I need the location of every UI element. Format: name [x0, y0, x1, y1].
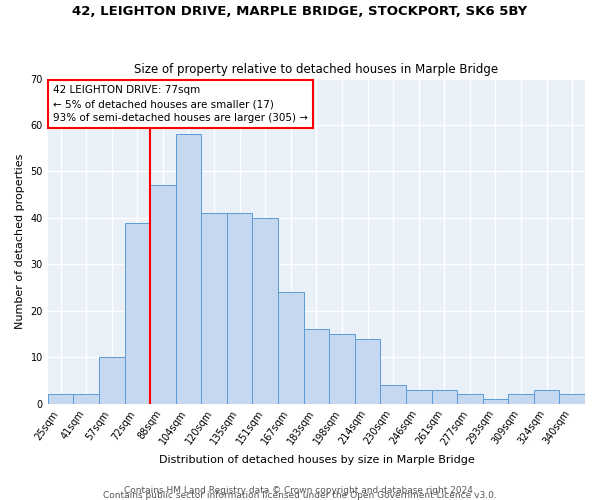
Bar	[176, 134, 201, 404]
Text: 42 LEIGHTON DRIVE: 77sqm
← 5% of detached houses are smaller (17)
93% of semi-de: 42 LEIGHTON DRIVE: 77sqm ← 5% of detache…	[53, 85, 308, 123]
Bar	[48, 394, 73, 404]
Bar	[355, 338, 380, 404]
Bar	[534, 390, 559, 404]
Bar	[304, 330, 329, 404]
Y-axis label: Number of detached properties: Number of detached properties	[15, 154, 25, 329]
Text: 42, LEIGHTON DRIVE, MARPLE BRIDGE, STOCKPORT, SK6 5BY: 42, LEIGHTON DRIVE, MARPLE BRIDGE, STOCK…	[73, 5, 527, 18]
Bar	[150, 186, 176, 404]
Bar	[406, 390, 431, 404]
Bar	[508, 394, 534, 404]
Bar	[99, 358, 125, 404]
Bar	[73, 394, 99, 404]
Bar	[227, 214, 253, 404]
Bar	[125, 222, 150, 404]
Bar	[201, 214, 227, 404]
Bar	[457, 394, 482, 404]
Bar	[559, 394, 585, 404]
Bar	[380, 385, 406, 404]
X-axis label: Distribution of detached houses by size in Marple Bridge: Distribution of detached houses by size …	[158, 455, 474, 465]
Bar	[253, 218, 278, 404]
Bar	[329, 334, 355, 404]
Bar	[431, 390, 457, 404]
Title: Size of property relative to detached houses in Marple Bridge: Size of property relative to detached ho…	[134, 63, 499, 76]
Text: Contains public sector information licensed under the Open Government Licence v3: Contains public sector information licen…	[103, 491, 497, 500]
Bar	[278, 292, 304, 404]
Text: Contains HM Land Registry data © Crown copyright and database right 2024.: Contains HM Land Registry data © Crown c…	[124, 486, 476, 495]
Bar	[482, 399, 508, 404]
